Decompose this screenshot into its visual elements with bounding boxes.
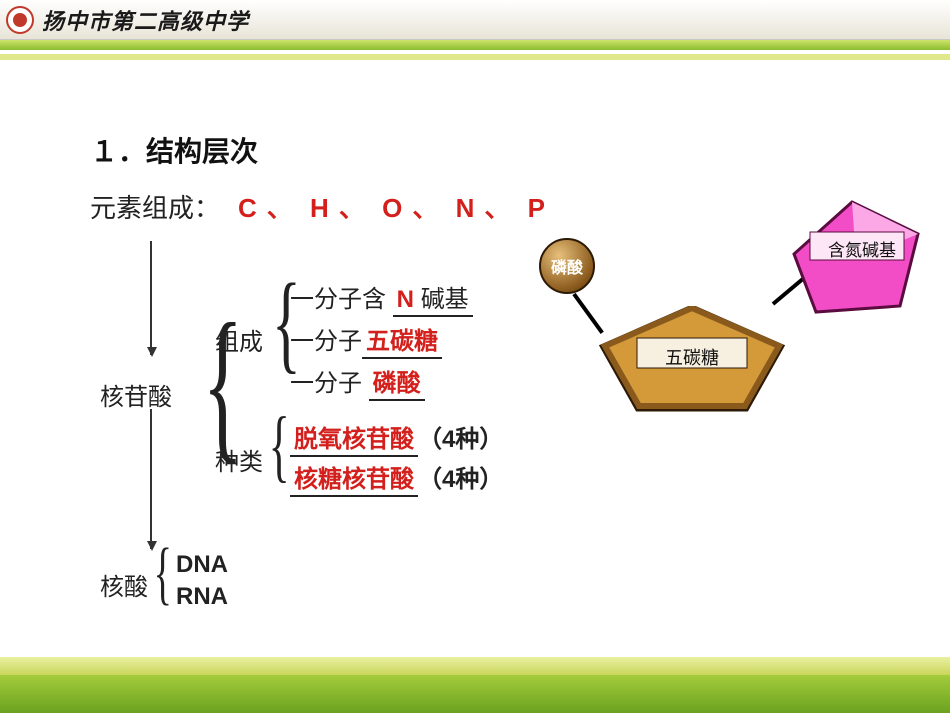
element-c: C [238, 193, 257, 223]
nucleotide-diagram: 磷酸 五碳糖 含氮碱基 [517, 190, 922, 410]
base-label: 含氮碱基 [802, 236, 922, 261]
element-n: N [456, 193, 475, 223]
elements-list: C、 H、 O、 N、 P [238, 188, 545, 225]
section-title: １．结构层次 [90, 130, 910, 170]
school-logo-icon [6, 6, 34, 34]
pentose-label: 五碳糖 [597, 344, 787, 370]
element-o: O [382, 193, 402, 223]
footer-band [0, 657, 950, 713]
node-kinds: 种类 [215, 442, 263, 477]
elements-label: 元素组成： [90, 188, 220, 225]
arrow-1 [150, 241, 152, 355]
pentose-icon: 五碳糖 [597, 306, 787, 416]
element-h: H [310, 193, 329, 223]
kind-line-1: 脱氧核苷酸（4种） [290, 419, 503, 454]
brace-acid: { [154, 542, 172, 605]
acid-rna: RNA [176, 583, 228, 611]
compose-line-1: 一分子含 N 碱基 [290, 279, 473, 314]
slide: 扬中市第二高级中学 １．结构层次 元素组成： C、 H、 O、 N、 P 核苷酸… [0, 0, 950, 713]
acid-dna: DNA [176, 551, 228, 579]
compose-line-3: 一分子 磷酸 [290, 363, 425, 398]
kind-line-2: 核糖核苷酸（4种） [290, 459, 503, 494]
divider-top [0, 40, 950, 50]
node-nucleotide: 核苷酸 [100, 377, 172, 412]
base-icon: 含氮碱基 [792, 200, 922, 320]
node-compose: 组成 [215, 322, 263, 357]
node-acid: 核酸 [100, 567, 148, 602]
compose-line-2: 一分子五碳糖 [290, 321, 442, 356]
phosphate-icon: 磷酸 [539, 238, 595, 294]
arrow-2 [150, 409, 152, 549]
divider-top-thin [0, 54, 950, 60]
header-bar: 扬中市第二高级中学 [0, 0, 950, 40]
brace-kinds: { [269, 410, 290, 482]
school-name: 扬中市第二高级中学 [42, 4, 249, 36]
